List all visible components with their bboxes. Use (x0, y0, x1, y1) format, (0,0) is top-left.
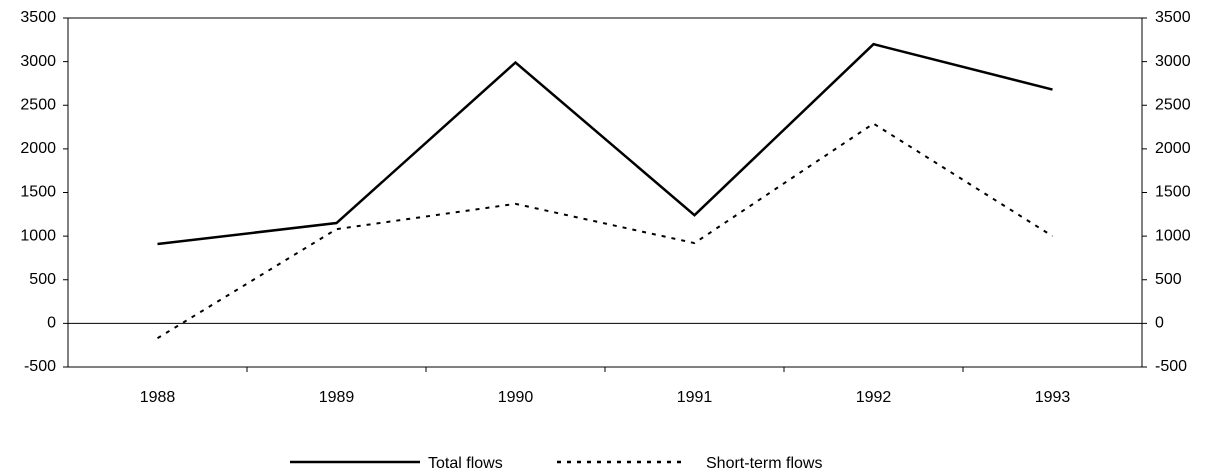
y-tick-label: 3000 (20, 53, 56, 70)
x-tick-label: 1988 (140, 389, 176, 406)
y2-tick-label: 1000 (1155, 227, 1191, 244)
x-tick-label: 1993 (1035, 389, 1071, 406)
y-tick-label: 1000 (20, 227, 56, 244)
y-tick-label: 2500 (20, 96, 56, 113)
series-line (157, 42, 1053, 246)
x-tick-label: 1991 (677, 389, 713, 406)
y-tick-label: 3500 (20, 9, 56, 26)
legend-label: Total flows (428, 455, 503, 472)
legend-label: Short-term flows (706, 455, 822, 472)
y2-tick-label: 3000 (1155, 53, 1191, 70)
y2-tick-label: -500 (1155, 358, 1187, 375)
y2-tick-label: 500 (1155, 271, 1182, 288)
y2-tick-label: 0 (1155, 315, 1164, 332)
y2-tick-label: 1500 (1155, 184, 1191, 201)
y-tick-label: 500 (29, 271, 56, 288)
series-line (156, 122, 1054, 340)
x-tick-label: 1989 (319, 389, 355, 406)
x-tick-label: 1990 (498, 389, 534, 406)
y-tick-label: 0 (47, 315, 56, 332)
y2-tick-label: 2000 (1155, 140, 1191, 157)
y-tick-label: 1500 (20, 184, 56, 201)
y2-tick-label: 2500 (1155, 96, 1191, 113)
y2-tick-label: 3500 (1155, 9, 1191, 26)
x-tick-label: 1992 (856, 389, 892, 406)
y-tick-label: -500 (24, 358, 56, 375)
y-tick-label: 2000 (20, 140, 56, 157)
